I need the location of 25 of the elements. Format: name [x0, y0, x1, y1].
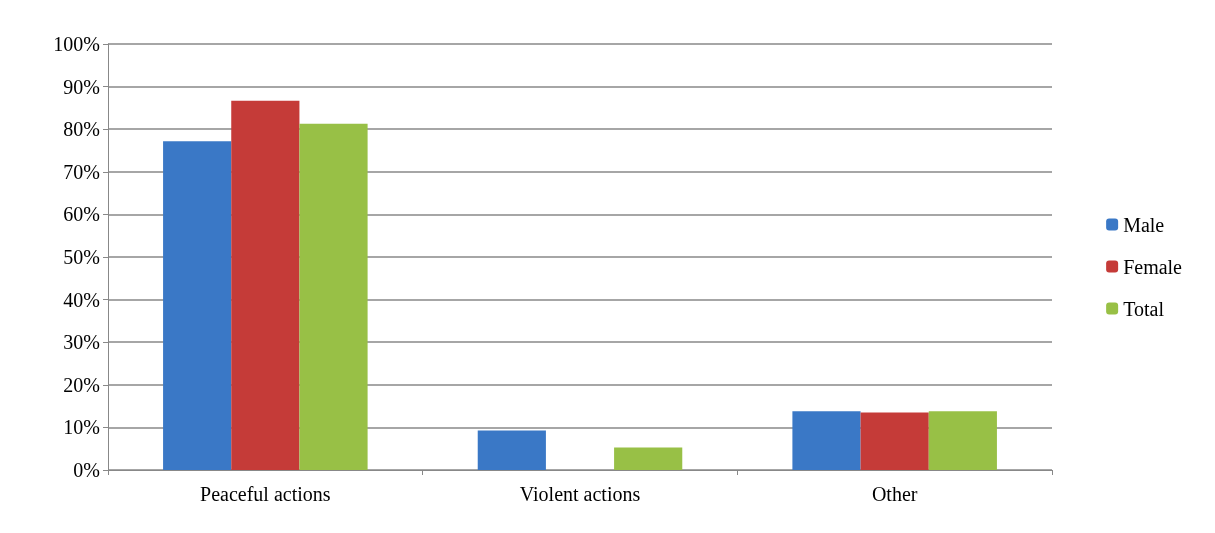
y-tick-label: 90%: [63, 75, 100, 98]
y-tick-label: 80%: [63, 118, 100, 141]
legend-label: Female: [1123, 255, 1183, 278]
x-tick-label: Other: [871, 483, 918, 505]
y-tick-label: 70%: [63, 160, 100, 183]
bar: [477, 430, 546, 470]
x-tick-label: Peaceful actions: [200, 483, 331, 505]
y-tick-label: 40%: [63, 288, 100, 311]
bar: [231, 100, 300, 470]
y-tick-label: 0%: [73, 459, 100, 481]
bar: [163, 141, 232, 470]
bar: [299, 123, 368, 470]
y-tick-label: 100%: [53, 33, 100, 55]
x-tick-label: Violent actions: [519, 483, 641, 505]
legend-label: Total: [1123, 297, 1165, 320]
bar: [860, 412, 929, 470]
bar: [792, 411, 861, 470]
y-tick-label: 60%: [63, 203, 100, 226]
bar: [928, 411, 997, 470]
legend-label: Male: [1123, 213, 1165, 236]
y-tick-label: 20%: [63, 373, 100, 396]
y-tick-label: 50%: [63, 246, 100, 268]
y-tick-label: 30%: [63, 331, 100, 354]
y-tick-label: 10%: [63, 416, 100, 439]
bar: [614, 447, 683, 470]
